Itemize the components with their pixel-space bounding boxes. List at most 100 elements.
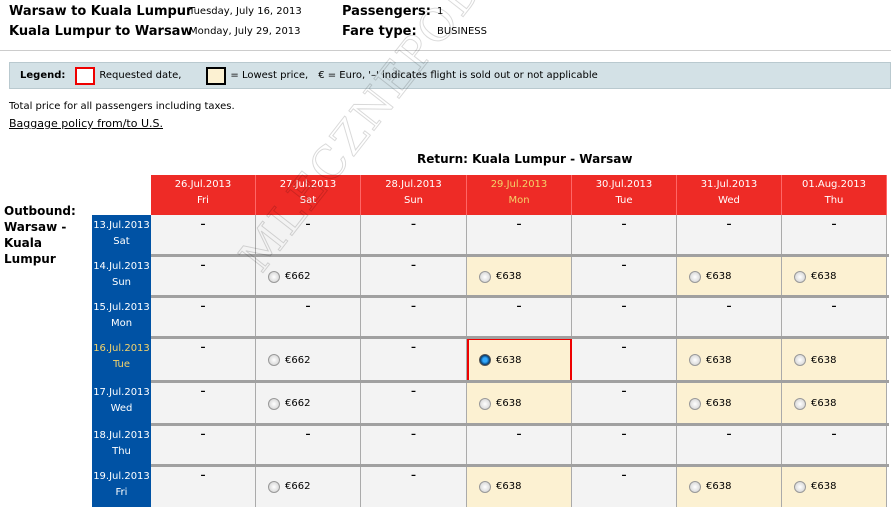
fare-option[interactable]: €638 <box>479 354 521 366</box>
sold-out-cell: – <box>361 382 467 425</box>
fare-radio[interactable] <box>689 480 701 493</box>
fare-radio[interactable] <box>794 480 806 493</box>
fare-cell[interactable]: €638 <box>782 382 887 425</box>
fare-option[interactable]: €638 <box>479 270 522 283</box>
row-date: 18.Jul.2013 <box>93 430 150 441</box>
fare-option[interactable]: €638 <box>794 354 836 366</box>
sold-out-cell: – <box>151 382 256 425</box>
fare-option[interactable]: €662 <box>268 270 310 283</box>
fare-cell[interactable]: €638 <box>677 382 782 425</box>
fare-radio[interactable] <box>794 397 806 410</box>
fare-radio[interactable] <box>689 270 701 283</box>
header-day: Mon <box>508 195 530 206</box>
sold-out-cell: – <box>467 425 572 466</box>
row-day: Thu <box>112 446 131 457</box>
fare-cell[interactable]: €638 <box>677 466 782 507</box>
fare-radio[interactable] <box>794 270 806 283</box>
fare-cell[interactable]: €638 <box>467 338 572 382</box>
fare-option[interactable]: €638 <box>689 397 731 410</box>
fare-radio[interactable] <box>689 397 701 410</box>
sold-out-dash: – <box>200 386 206 397</box>
fare-option[interactable]: €662 <box>268 397 310 410</box>
fare-cell[interactable]: €638 <box>467 382 572 425</box>
fare-option[interactable]: €638 <box>794 397 837 410</box>
sold-out-cell: – <box>572 425 677 466</box>
header-date: 26.Jul.2013 <box>174 179 232 190</box>
fare-price: €638 <box>706 481 732 492</box>
fare-radio[interactable] <box>479 354 491 366</box>
fare-option[interactable]: €638 <box>794 270 837 283</box>
fare-option[interactable]: €638 <box>479 480 522 493</box>
fare-cell[interactable]: €638 <box>467 256 572 297</box>
fare-radio[interactable] <box>479 397 491 410</box>
sold-out-cell: – <box>572 466 677 507</box>
row-divider <box>151 254 889 257</box>
return-date-header: 26.Jul.2013 Fri <box>151 175 256 215</box>
row-date: 14.Jul.2013 <box>93 261 150 272</box>
fare-option[interactable]: €662 <box>268 354 310 366</box>
passengers-label: Passengers: <box>342 4 431 19</box>
return-date-header: 29.Jul.2013 Mon <box>467 175 572 215</box>
baggage-policy-link[interactable]: Baggage policy from/to U.S. <box>9 117 163 130</box>
sold-out-cell: – <box>151 256 256 297</box>
fare-cell[interactable]: €638 <box>677 256 782 297</box>
fare-option[interactable]: €662 <box>268 480 310 493</box>
requested-swatch <box>75 66 96 85</box>
fare-price: €638 <box>811 398 837 409</box>
fare-price: €662 <box>285 354 311 366</box>
sold-out-dash: – <box>200 470 206 481</box>
fare-option[interactable]: €638 <box>689 480 732 493</box>
sold-out-dash: – <box>200 301 206 312</box>
fare-radio[interactable] <box>689 354 701 366</box>
fare-cell[interactable]: €638 <box>782 338 887 382</box>
fare-cell[interactable]: €662 <box>256 338 361 382</box>
sold-out-dash: – <box>831 219 837 230</box>
sold-out-cell: – <box>572 256 677 297</box>
sold-out-cell: – <box>677 297 782 338</box>
fare-radio[interactable] <box>479 270 491 283</box>
fare-option[interactable]: €638 <box>689 270 731 283</box>
sold-out-cell: – <box>361 338 467 382</box>
sold-out-cell: – <box>782 297 887 338</box>
sold-out-dash: – <box>411 301 416 312</box>
fare-cell[interactable]: €638 <box>467 466 572 507</box>
sold-out-cell: – <box>256 425 361 466</box>
fare-price: €638 <box>496 271 522 282</box>
row-day: Mon <box>110 318 133 329</box>
sold-out-dash: – <box>726 429 732 440</box>
fare-price: €638 <box>496 481 522 492</box>
fare-cell[interactable]: €662 <box>256 382 361 425</box>
fare-radio[interactable] <box>479 480 491 493</box>
fare-cell[interactable]: €638 <box>782 256 887 297</box>
fare-option[interactable]: €638 <box>479 397 521 410</box>
row-day: Sat <box>113 236 130 247</box>
fare-radio[interactable] <box>268 480 280 493</box>
fare-cell[interactable]: €662 <box>256 466 361 507</box>
fare-option[interactable]: €638 <box>689 354 731 366</box>
outbound-date-label: 17.Jul.2013 Wed <box>92 382 151 425</box>
sold-out-dash: – <box>200 342 206 353</box>
fare-cell[interactable]: €662 <box>256 256 361 297</box>
sold-out-cell: – <box>572 215 677 256</box>
sold-out-dash: – <box>621 260 627 271</box>
fare-radio[interactable] <box>268 354 280 366</box>
outbound-date-label: 19.Jul.2013 Fri <box>92 466 151 507</box>
return-date-header: 28.Jul.2013 Sun <box>361 175 467 215</box>
fare-cell[interactable]: €638 <box>782 466 887 507</box>
header-day: Wed <box>718 195 740 206</box>
sold-out-cell: – <box>572 297 677 338</box>
fare-radio[interactable] <box>794 354 806 366</box>
fare-cell[interactable]: €638 <box>677 338 782 382</box>
row-day: Fri <box>115 487 128 498</box>
fare-price: €638 <box>811 271 837 282</box>
row-day: Tue <box>112 359 131 370</box>
return-date-header: 30.Jul.2013 Tue <box>572 175 677 215</box>
fare-option[interactable]: €638 <box>794 480 836 493</box>
fare-radio[interactable] <box>268 397 280 410</box>
header-date: 31.Jul.2013 <box>700 179 758 190</box>
sold-out-dash: – <box>726 301 732 312</box>
fare-radio[interactable] <box>268 270 280 283</box>
sold-out-dash: – <box>831 301 837 312</box>
return-date-header: 27.Jul.2013 Sat <box>256 175 361 215</box>
outbound-title: Outbound: Warsaw - Kuala Lumpur <box>4 204 76 266</box>
